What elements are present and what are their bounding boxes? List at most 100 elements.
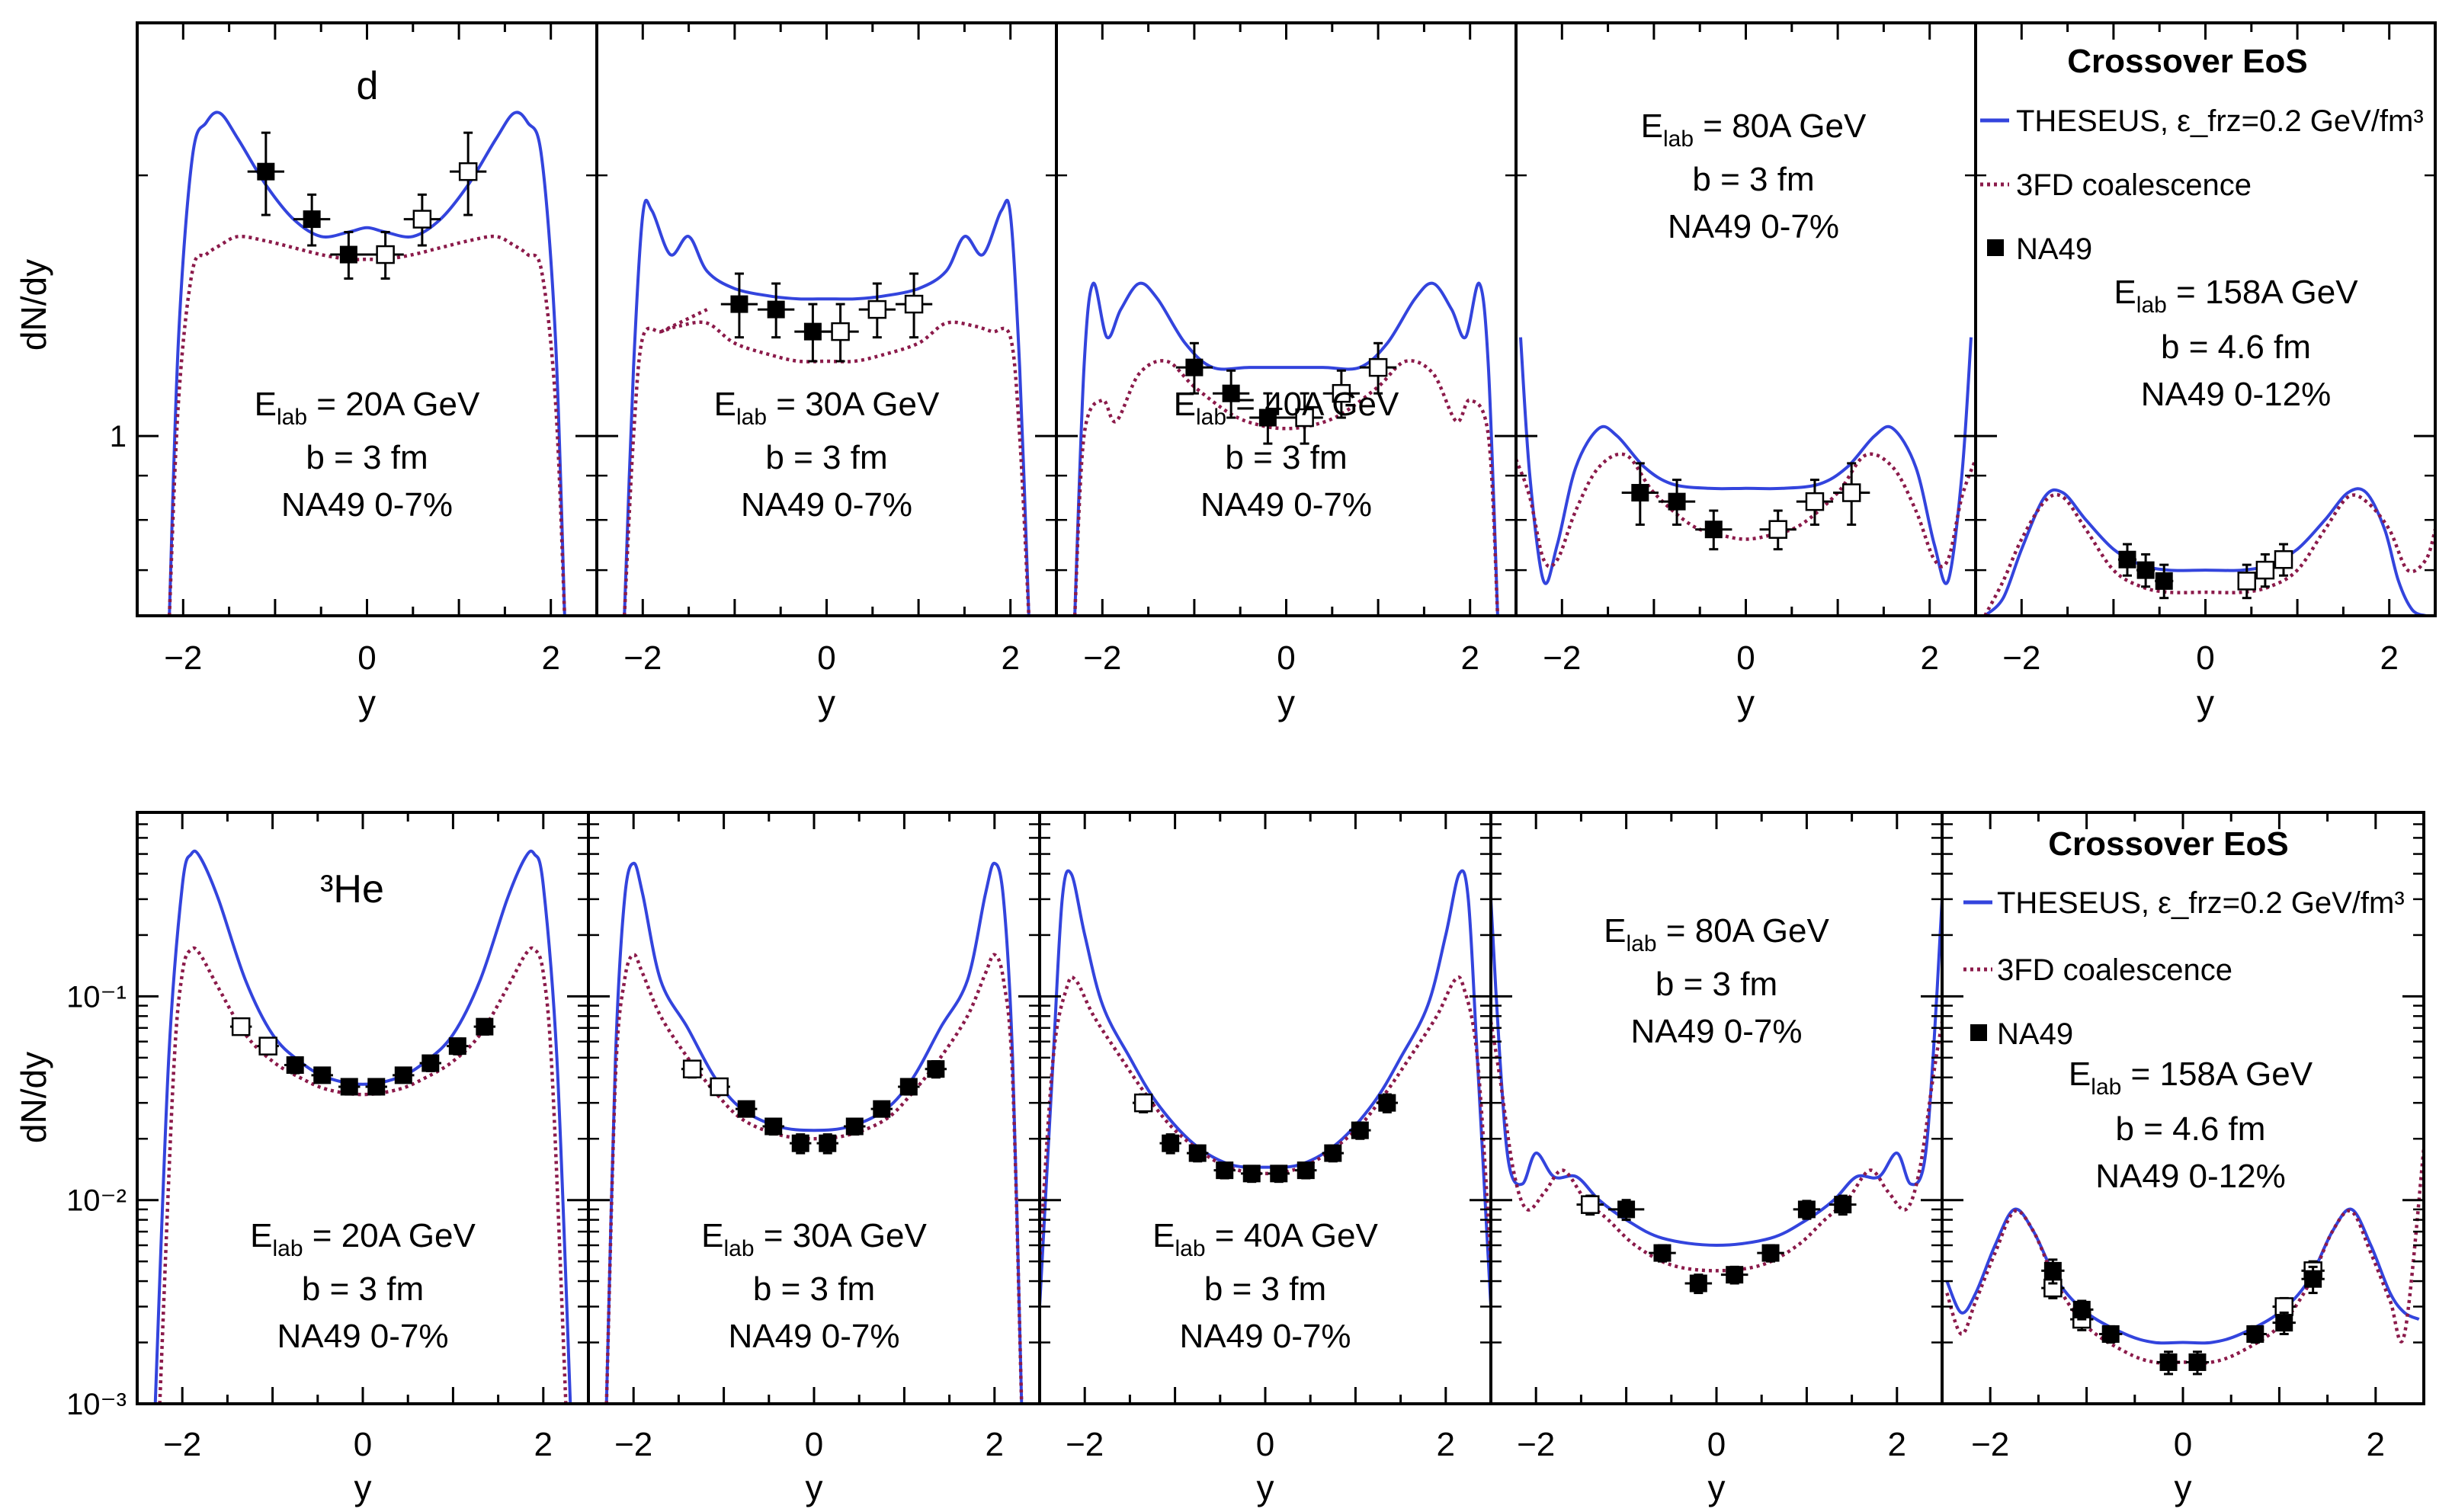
x-tick-label: −2: [2002, 639, 2040, 677]
x-axis-label: y: [2197, 683, 2214, 722]
top-panel-4-curves: [1516, 337, 1976, 585]
bottom-panel-2-curves: [604, 861, 1024, 1404]
bottom-panel-4-point: [1649, 1244, 1676, 1263]
bottom-panel-2-point: [898, 1078, 920, 1096]
top-panel-5-point: [2136, 553, 2156, 588]
legend-3fd-label-top: 3FD coalescence: [2016, 168, 2252, 202]
top-panel-3-point: [1249, 392, 1287, 445]
bottom-panel-3-3fd-curve: [1040, 975, 1491, 1262]
bottom-panel-3-theseus-curve: [1040, 869, 1491, 1307]
bottom-panel-2-theseus-curve: [604, 861, 1024, 1404]
top-panel-3-annotation-line-1: Elab = 40A GeV: [1174, 386, 1399, 430]
top-panel-2-annotation-line-2: b = 3 fm: [765, 439, 887, 476]
bottom-panel-2-point: [816, 1133, 838, 1155]
top-panel-5-annotation-line-3: NA49 0-12%: [2141, 376, 2331, 413]
filled-square-marker: [1188, 1144, 1207, 1162]
x-tick-label: −2: [1971, 1426, 2009, 1463]
filled-square-marker: [2304, 1270, 2322, 1288]
y-tick-label: 10⁻²: [66, 1184, 127, 1218]
legend-theseus-label-top: THESEUS, ε_frz=0.2 GeV/fm³: [2016, 104, 2424, 138]
filled-square-marker: [286, 1056, 304, 1075]
bottom-panel-5-point: [2185, 1350, 2210, 1376]
top-panel-3-point-open: [1322, 369, 1360, 419]
bottom-panel-4-annotation-line-2: b = 3 fm: [1656, 966, 1777, 1003]
bottom-panel-3-point: [1376, 1093, 1399, 1113]
top-panel-3-annotation-line-3: NA49 0-7%: [1200, 486, 1372, 524]
open-square-marker: [1295, 408, 1314, 428]
open-square-marker: [258, 1036, 277, 1056]
top-panel-1-3fd-curve: [167, 234, 567, 616]
filled-square-marker: [1258, 408, 1277, 427]
bottom-panel-5: −2 0 2 y Elab = 158A GeV b = 4.6 fm NA49 0-12%: [1941, 811, 2425, 1507]
filled-square-marker: [1668, 492, 1686, 511]
top-panel-2-3fd-curve: [622, 320, 1031, 616]
x-tick-label: 2: [1437, 1426, 1455, 1463]
filled-square-marker: [339, 245, 357, 264]
filled-square-marker: [819, 1134, 837, 1152]
top-panel-5-point: [2155, 563, 2174, 600]
bottom-panel-5-point: [2041, 1258, 2065, 1285]
x-tick-label: −2: [1543, 639, 1581, 677]
filled-square-marker: [2155, 572, 2173, 590]
top-panel-5-3fd-curve: [1983, 492, 2435, 616]
top-panel-5-curves: [1983, 487, 2435, 616]
top-panel-2-annotation-line-1: Elab = 30A GeV: [714, 386, 940, 430]
species-label-he3: ³He: [320, 867, 384, 911]
filled-square-marker: [1222, 384, 1240, 402]
filled-square-marker: [899, 1078, 918, 1096]
open-square-marker: [904, 294, 924, 314]
filled-square-marker: [1351, 1121, 1369, 1139]
top-panel-4-annotation-line-2: b = 3 fm: [1692, 161, 1814, 198]
top-panel-5-theseus-curve: [1983, 487, 2427, 616]
top-panel-3-curves: [1072, 281, 1500, 616]
top-panel-2-point: [794, 303, 832, 363]
top-panel-4-annotation-line-3: NA49 0-7%: [1668, 208, 1839, 245]
filled-square-marker: [2275, 1314, 2293, 1332]
bottom-panel-3-point: [1322, 1144, 1345, 1163]
filled-square-marker: [730, 295, 748, 313]
bottom-panel-3-annotation-line-2: b = 3 fm: [1204, 1270, 1326, 1308]
x-tick-label: −2: [1517, 1426, 1555, 1463]
x-tick-label: 0: [1256, 1426, 1274, 1463]
x-axis-label: y: [1257, 1468, 1274, 1507]
open-square-marker: [1133, 1093, 1153, 1113]
x-tick-label: 2: [2380, 639, 2398, 677]
top-panel-5-point-open: [2237, 563, 2257, 600]
bottom-panel-1-point: [284, 1056, 306, 1075]
filled-square-marker: [303, 210, 321, 229]
x-tick-label: 0: [817, 639, 835, 677]
open-square-marker: [412, 210, 432, 229]
top-panel-3-point: [1175, 341, 1213, 395]
top-panel-4-point-open: [1796, 479, 1834, 526]
x-tick-label: 0: [2196, 639, 2214, 677]
x-tick-label: 0: [805, 1426, 823, 1463]
open-square-marker: [231, 1017, 251, 1036]
bottom-y-axis-label: dN/dy: [14, 1052, 53, 1143]
bottom-panel-1: −2 0 2 y 10⁻¹ 10⁻² 10⁻³ Elab = 20A GeV b = 3 fm N…: [66, 811, 590, 1507]
top-panel-4-theseus-curve: [1519, 337, 1973, 585]
bottom-panel-3-point: [1349, 1121, 1371, 1140]
top-panel-1-point: [330, 231, 367, 280]
open-square-marker: [1768, 520, 1787, 539]
x-axis-label: y: [358, 683, 376, 722]
top-panel-2-annotation-line-3: NA49 0-7%: [741, 486, 912, 524]
open-square-marker: [2255, 560, 2275, 580]
bottom-panel-1-point-open: [257, 1036, 279, 1056]
bottom-panel-3-curves: [1040, 869, 1491, 1307]
filled-square-marker: [394, 1066, 412, 1084]
bottom-panel-3-point: [1241, 1164, 1263, 1184]
open-square-marker: [2237, 572, 2257, 591]
filled-square-marker: [737, 1100, 755, 1118]
legend-na49-swatch-bottom: [1970, 1024, 1987, 1041]
top-panel-1-annotation-line-1: Elab = 20A GeV: [255, 386, 480, 430]
bottom-panel-2-annotation-line-2: b = 3 fm: [753, 1270, 875, 1308]
bottom-panel-3-point: [1268, 1164, 1290, 1184]
top-panel-5-point-open: [2255, 553, 2275, 588]
top-panel-4-point: [1658, 479, 1696, 526]
plot-area: −2 0 2 y 1 Elab = 20A GeV b = 3 fm NA49 0-7% −2 0…: [66, 21, 2437, 1507]
filled-square-marker: [2136, 561, 2155, 579]
open-square-marker: [1841, 483, 1861, 502]
open-square-marker: [1805, 492, 1825, 511]
bottom-panel-3-annotation-line-3: NA49 0-7%: [1179, 1318, 1351, 1355]
